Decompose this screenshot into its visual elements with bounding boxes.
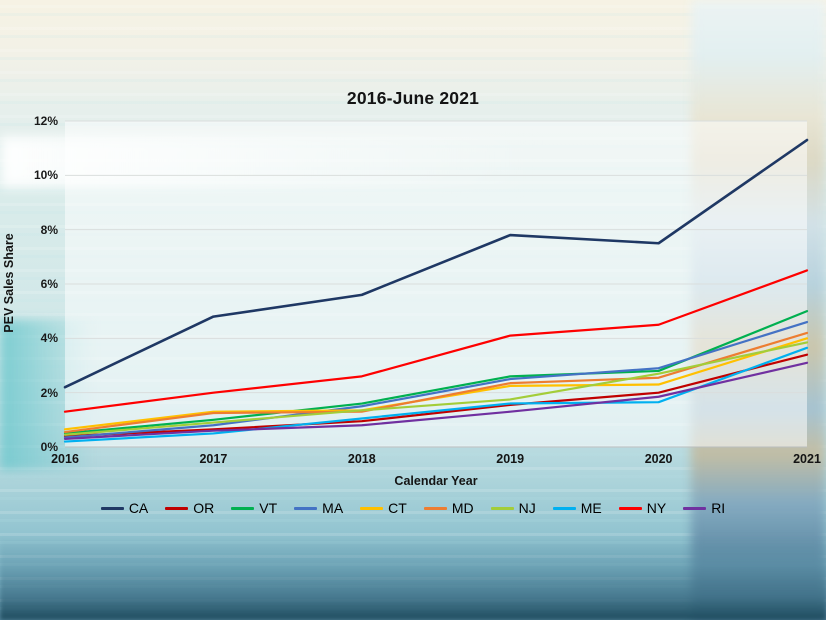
y-tick-label: 12%	[33, 114, 58, 128]
x-tick-label: 2017	[199, 452, 228, 466]
legend-swatch-icon	[423, 506, 447, 510]
series-line-NY	[63, 269, 809, 413]
legend-label: ME	[580, 500, 602, 516]
legend-swatch-icon	[294, 506, 318, 510]
legend: CA OR VT MA CT MD NJ ME NY RI	[0, 500, 826, 516]
x-tick-label: 2016	[51, 452, 79, 466]
legend-item-VT: VT	[231, 500, 277, 516]
x-tick-label: 2019	[496, 452, 525, 466]
series-line-ME	[63, 346, 809, 443]
legend-swatch-icon	[231, 506, 255, 510]
chart-lines-svg	[63, 120, 809, 448]
legend-label: NY	[646, 500, 667, 516]
legend-item-ME: ME	[552, 500, 602, 516]
series-line-CA	[63, 138, 809, 389]
series-line-OR	[63, 353, 809, 438]
y-tick-label: 8%	[40, 222, 58, 237]
legend-label: CA	[128, 500, 149, 516]
x-axis-tick-labels: 2016 2017 2018 2019 2020 2021	[51, 452, 821, 470]
background-bottom-band	[0, 535, 826, 620]
legend-label: OR	[193, 500, 215, 516]
y-tick-label: 4%	[40, 331, 58, 346]
y-tick-label: 0%	[40, 440, 58, 454]
legend-swatch-icon	[100, 506, 124, 510]
y-axis-title: PEV Sales Share	[2, 233, 16, 333]
legend-item-NY: NY	[618, 500, 667, 516]
legend-item-CA: CA	[100, 500, 149, 516]
y-axis-tick-labels: 12% 10% 8% 6% 4% 2% 0%	[0, 114, 58, 454]
legend-label: NJ	[518, 500, 536, 516]
legend-item-MD: MD	[423, 500, 474, 516]
legend-item-MA: MA	[294, 500, 343, 516]
plot-area	[63, 120, 809, 448]
legend-label: MA	[322, 500, 344, 516]
legend-label: MD	[451, 500, 474, 516]
x-axis-title: Calendar Year	[394, 474, 478, 488]
x-tick-label: 2018	[347, 452, 376, 466]
x-tick-label: 2020	[644, 452, 673, 466]
chart-title: 2016-June 2021	[346, 88, 480, 108]
y-tick-label: 10%	[33, 168, 58, 183]
legend-swatch-icon	[552, 506, 576, 510]
legend-item-RI: RI	[683, 500, 725, 516]
legend-label: RI	[711, 500, 726, 516]
legend-swatch-icon	[360, 506, 384, 510]
series-line-MD	[63, 331, 809, 434]
legend-swatch-icon	[165, 506, 189, 510]
x-tick-label: 2021	[793, 452, 821, 466]
series-line-MA	[63, 320, 809, 439]
legend-label: VT	[259, 500, 278, 516]
legend-label: CT	[388, 500, 407, 516]
series-line-RI	[63, 361, 809, 440]
y-tick-label: 6%	[40, 277, 58, 291]
legend-swatch-icon	[618, 506, 642, 510]
legend-swatch-icon	[490, 506, 514, 510]
legend-swatch-icon	[683, 506, 707, 510]
legend-item-NJ: NJ	[490, 500, 536, 516]
y-tick-label: 2%	[40, 385, 58, 400]
series-line-NJ	[63, 341, 809, 436]
legend-item-OR: OR	[165, 500, 214, 516]
legend-item-CT: CT	[360, 500, 407, 516]
